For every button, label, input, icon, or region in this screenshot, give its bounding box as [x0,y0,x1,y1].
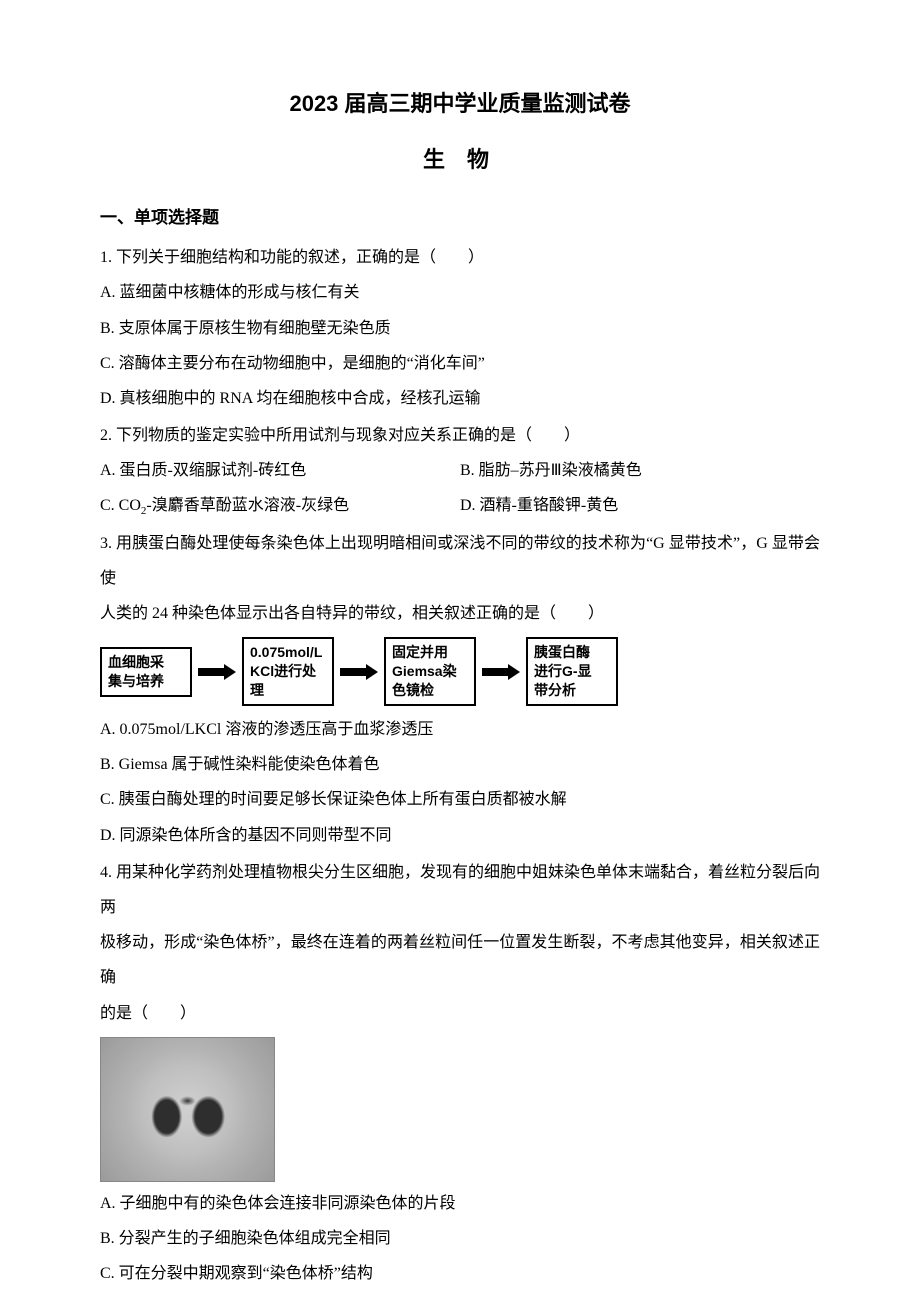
arrow-icon [198,664,236,680]
q1-option-c: C. 溶酶体主要分布在动物细胞中，是细胞的“消化车间” [100,346,820,381]
exam-subject: 生 物 [100,136,820,184]
exam-title: 2023 届高三期中学业质量监测试卷 [100,80,820,128]
q1-option-a: A. 蓝细菌中核糖体的形成与核仁有关 [100,275,820,310]
q3-option-d: D. 同源染色体所含的基因不同则带型不同 [100,818,820,853]
q3-stem-line1: 3. 用胰蛋白酶处理使每条染色体上出现明暗相间或深浅不同的带纹的技术称为“G 显… [100,526,820,596]
q1-option-d: D. 真核细胞中的 RNA 均在细胞核中合成，经核孔运输 [100,381,820,416]
q2-stem: 2. 下列物质的鉴定实验中所用试剂与现象对应关系正确的是（ ） [100,418,820,453]
q2-option-d: D. 酒精-重铬酸钾-黄色 [460,488,820,523]
q3-option-a: A. 0.075mol/LKCl 溶液的渗透压高于血浆渗透压 [100,712,820,747]
q4-stem-line1: 4. 用某种化学药剂处理植物根尖分生区细胞，发现有的细胞中姐妹染色单体末端黏合，… [100,855,820,925]
flow-box-4: 胰蛋白酶进行G-显带分析 [526,637,618,706]
q4-option-b: B. 分裂产生的子细胞染色体组成完全相同 [100,1221,820,1256]
question-1: 1. 下列关于细胞结构和功能的叙述，正确的是（ ） A. 蓝细菌中核糖体的形成与… [100,240,820,416]
q4-micrograph-image [100,1037,275,1182]
q1-stem: 1. 下列关于细胞结构和功能的叙述，正确的是（ ） [100,240,820,275]
arrow-icon [482,664,520,680]
question-2: 2. 下列物质的鉴定实验中所用试剂与现象对应关系正确的是（ ） A. 蛋白质-双… [100,418,820,524]
q2-option-b: B. 脂肪–苏丹Ⅲ染液橘黄色 [460,453,820,488]
q3-stem-line2: 人类的 24 种染色体显示出各自特异的带纹，相关叙述正确的是（ ） [100,596,820,631]
q3-flowchart: 血细胞采集与培养 0.075mol/LKCl进行处理 固定并用Giemsa染色镜… [100,637,820,706]
q2-option-c: C. CO2-溴麝香草酚蓝水溶液-灰绿色 [100,488,460,523]
q3-option-c: C. 胰蛋白酶处理的时间要足够长保证染色体上所有蛋白质都被水解 [100,782,820,817]
q2-option-a: A. 蛋白质-双缩脲试剂-砖红色 [100,453,460,488]
q4-stem-line2: 极移动，形成“染色体桥”，最终在连着的两着丝粒间任一位置发生断裂，不考虑其他变异… [100,925,820,995]
arrow-icon [340,664,378,680]
flow-box-3: 固定并用Giemsa染色镜检 [384,637,476,706]
q3-option-b: B. Giemsa 属于碱性染料能使染色体着色 [100,747,820,782]
question-4: 4. 用某种化学药剂处理植物根尖分生区细胞，发现有的细胞中姐妹染色单体末端黏合，… [100,855,820,1292]
flow-box-2: 0.075mol/LKCl进行处理 [242,637,334,706]
question-3: 3. 用胰蛋白酶处理使每条染色体上出现明暗相间或深浅不同的带纹的技术称为“G 显… [100,526,820,853]
q4-option-c: C. 可在分裂中期观察到“染色体桥”结构 [100,1256,820,1291]
q4-option-a: A. 子细胞中有的染色体会连接非同源染色体的片段 [100,1186,820,1221]
q2-c-pre: C. CO [100,497,141,514]
section-header: 一、单项选择题 [100,199,820,236]
q4-stem-line3: 的是（ ） [100,996,820,1031]
flow-box-1: 血细胞采集与培养 [100,647,192,697]
q2-c-post: -溴麝香草酚蓝水溶液-灰绿色 [146,497,349,514]
q1-option-b: B. 支原体属于原核生物有细胞壁无染色质 [100,311,820,346]
